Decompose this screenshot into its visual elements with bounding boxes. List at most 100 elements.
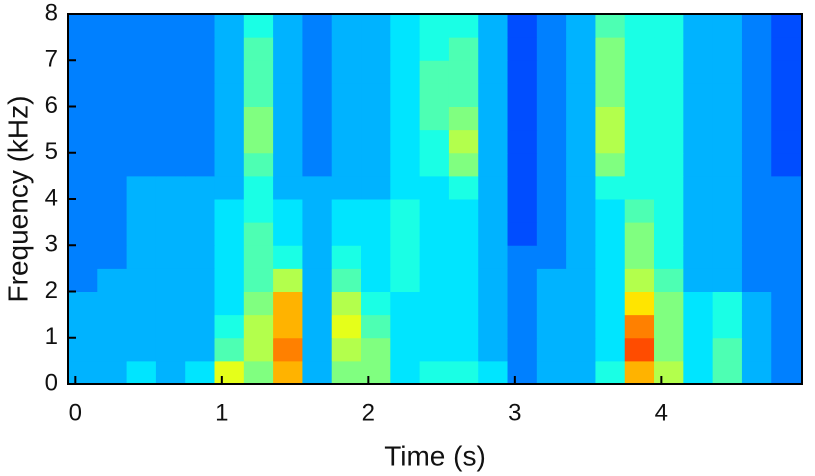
heatmap-cell (654, 129, 684, 154)
heatmap-cell (243, 291, 274, 316)
heatmap-cell (478, 268, 509, 292)
heatmap-cell (155, 360, 186, 385)
heatmap-cell (361, 106, 391, 131)
heatmap-cell (654, 152, 684, 177)
heatmap-cell (654, 37, 684, 61)
heatmap-cell (712, 337, 743, 362)
heatmap-cell (683, 360, 714, 385)
heatmap-cell (595, 222, 626, 246)
heatmap-cell (712, 175, 743, 200)
heatmap-cell (507, 360, 538, 385)
heatmap-cell (536, 291, 567, 316)
heatmap-cell (654, 175, 684, 200)
y-tick-label: 4 (45, 184, 58, 211)
heatmap-cell (771, 83, 803, 107)
heatmap-cell (214, 129, 245, 154)
heatmap-cell (361, 60, 391, 84)
heatmap-cell (448, 314, 479, 339)
heatmap-cell (624, 360, 655, 385)
heatmap-cell (302, 129, 333, 154)
heatmap-cell (68, 360, 98, 385)
heatmap-cell (243, 314, 274, 339)
heatmap-cell (361, 245, 391, 269)
heatmap-cell (126, 37, 157, 61)
heatmap-cell (185, 360, 216, 385)
heatmap-cell (507, 14, 538, 38)
heatmap-cell (331, 152, 362, 177)
heatmap-cell (243, 60, 274, 84)
heatmap-cell (419, 337, 450, 362)
heatmap-cell (97, 14, 128, 38)
heatmap-cell (155, 37, 186, 61)
heatmap-cell (595, 14, 626, 38)
heatmap-cell (741, 360, 772, 385)
heatmap-cell (97, 60, 128, 84)
heatmap-cell (624, 175, 655, 200)
heatmap-cell (390, 360, 421, 385)
heatmap-cell (155, 222, 186, 246)
heatmap-cell (419, 14, 450, 38)
heatmap-cell (214, 199, 245, 223)
heatmap-cell (624, 152, 655, 177)
heatmap-cell (683, 291, 714, 316)
y-axis-label: Frequency (kHz) (2, 96, 33, 303)
heatmap-cell (155, 337, 186, 362)
heatmap-cell (185, 83, 216, 107)
heatmap-cell (243, 37, 274, 61)
heatmap-cell (214, 83, 245, 107)
heatmap-cell (126, 314, 157, 339)
heatmap-cell (448, 291, 479, 316)
heatmap-cell (771, 152, 803, 177)
heatmap-cell (214, 14, 245, 38)
heatmap-cell (712, 129, 743, 154)
heatmap-cell (741, 268, 772, 292)
y-tick-label: 6 (45, 92, 58, 119)
heatmap-cell (419, 314, 450, 339)
heatmap-cell (273, 106, 303, 131)
heatmap-cell (448, 152, 479, 177)
heatmap-cell (566, 245, 596, 269)
heatmap-cell (566, 337, 596, 362)
heatmap-cell (390, 245, 421, 269)
heatmap-cell (361, 129, 391, 154)
heatmap-cell (331, 60, 362, 84)
heatmap-cell (126, 14, 157, 38)
heatmap-cell (741, 37, 772, 61)
heatmap-cell (536, 129, 567, 154)
heatmap-cell (683, 83, 714, 107)
heatmap-cell (273, 222, 303, 246)
heatmap-cell (536, 14, 567, 38)
heatmap-cell (302, 83, 333, 107)
heatmap-cell (624, 83, 655, 107)
heatmap-cell (683, 245, 714, 269)
heatmap-cell (624, 337, 655, 362)
heatmap-cell (97, 129, 128, 154)
heatmap-cell (331, 222, 362, 246)
heatmap-cell (302, 152, 333, 177)
heatmap-cell (390, 314, 421, 339)
heatmap-cell (126, 337, 157, 362)
heatmap-cell (595, 199, 626, 223)
heatmap-cell (68, 199, 98, 223)
heatmap-cell (771, 245, 803, 269)
heatmap-cell (214, 175, 245, 200)
heatmap-cell (536, 268, 567, 292)
heatmap-cell (566, 60, 596, 84)
heatmap-cell (624, 222, 655, 246)
heatmap-cell (683, 199, 714, 223)
heatmap-cell (448, 60, 479, 84)
heatmap-cell (243, 268, 274, 292)
heatmap-cell (273, 175, 303, 200)
heatmap-cell (331, 245, 362, 269)
heatmap-cell (390, 83, 421, 107)
heatmap-cell (595, 37, 626, 61)
heatmap-cell (448, 37, 479, 61)
heatmap-cell (683, 222, 714, 246)
heatmap-cell (214, 314, 245, 339)
heatmap-cell (683, 175, 714, 200)
heatmap-cell (624, 37, 655, 61)
heatmap-cell (97, 314, 128, 339)
heatmap-cell (478, 37, 509, 61)
heatmap-cell (448, 175, 479, 200)
heatmap-cell (771, 314, 803, 339)
